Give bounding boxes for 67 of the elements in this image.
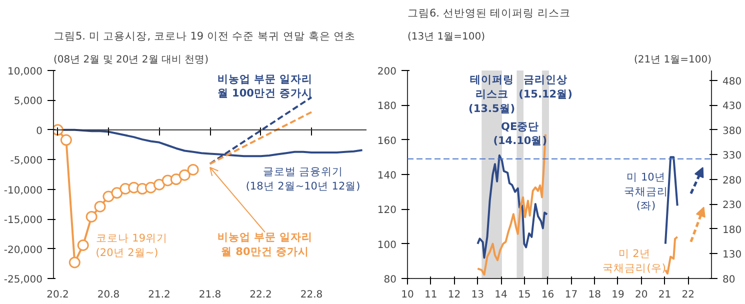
x-tick-label: 20 — [634, 290, 648, 300]
y-axis-title: (13년 1월=100) — [408, 32, 486, 42]
y-tick-label: 10,000 — [8, 66, 43, 78]
y-tick-label: -25,000 — [4, 274, 43, 286]
y-tick-label: 140 — [377, 170, 397, 182]
point — [111, 187, 123, 199]
point — [77, 239, 89, 251]
x-tick-label: 18 — [588, 290, 601, 300]
chart-title: 그림6. 선반영된 테이퍼링 리스크 — [408, 8, 571, 20]
y-tick-label: 0 — [36, 126, 43, 137]
series-label: 코로나 19위기 (20년 2월~) — [96, 232, 168, 260]
series-label: 비농업 부문 일자리 월 100만건 증가시 — [217, 73, 313, 100]
x-tick-label: 20.2 — [46, 290, 69, 300]
y-tick-label: 160 — [377, 136, 397, 147]
series-label: 미 10년 국채금리 (좌) — [624, 171, 668, 212]
y2-tick-label: 80 — [722, 274, 736, 286]
y2-axis-title: (21년 1월=100) — [634, 54, 712, 66]
point — [60, 134, 72, 146]
band-label: 금리인상 (15.12월) — [518, 74, 572, 100]
x-tick-label: 21.2 — [148, 290, 170, 300]
y2-tick-label: 480 — [722, 76, 742, 88]
x-tick-label: 20.8 — [97, 290, 120, 300]
chart-title: 그림5. 미 고용시장, 코로나 19 이전 수준 복귀 연말 혹은 연초 — [54, 30, 356, 42]
x-tick-label: 21 — [658, 290, 672, 300]
y-tick-label: 80 — [384, 274, 397, 286]
point — [153, 178, 165, 190]
y-tick-label: -10,000 — [4, 185, 43, 196]
x-tick-label: 12 — [448, 290, 461, 300]
x-tick-label: 15 — [518, 290, 531, 300]
point — [102, 190, 114, 202]
y2-tick-label: 180 — [722, 224, 742, 236]
y2-tick-label: 280 — [722, 175, 742, 186]
x-tick-label: 17 — [564, 290, 578, 300]
y-tick-label: 120 — [377, 205, 397, 216]
x-tick-label: 10 — [401, 290, 414, 300]
y-axis-title: (08년 2월 및 20년 2월 대비 천명) — [54, 54, 209, 66]
x-tick-label: 11 — [424, 290, 438, 300]
y-tick-label: 200 — [377, 66, 397, 78]
point — [68, 256, 80, 268]
y2-tick-label: 130 — [722, 250, 742, 261]
text: 비농업 부문 일자리 월 80만건 증가시 — [217, 231, 313, 258]
y2-tick-label: 330 — [722, 150, 742, 162]
y-tick-label: 180 — [377, 101, 397, 112]
y2-tick-label: 230 — [722, 200, 742, 212]
x-tick-label: 22.8 — [300, 290, 323, 300]
x-tick-label: 21.8 — [198, 290, 222, 300]
y-tick-label: -20,000 — [4, 244, 43, 256]
y-tick-label: 100 — [377, 240, 397, 251]
point — [178, 169, 190, 181]
y2-tick-label: 430 — [722, 101, 742, 112]
point — [94, 200, 106, 212]
x-tick-label: 13 — [471, 290, 484, 300]
band-label: 테이퍼링 리스크 (13.5월) — [468, 74, 516, 115]
x-tick-label: 16 — [541, 290, 554, 300]
y-tick-label: -5,000 — [10, 156, 43, 167]
x-tick-label: 22 — [682, 290, 694, 300]
x-tick-label: 14 — [494, 290, 508, 300]
point — [86, 210, 98, 222]
x-tick-label: 19 — [612, 290, 624, 300]
y-tick-label: -15,000 — [4, 215, 43, 226]
y-tick-label: 5,000 — [14, 96, 43, 108]
series-label: 미 2년 국채금리(우) — [602, 248, 666, 274]
x-tick-label: 22.2 — [250, 290, 272, 300]
point — [170, 174, 182, 185]
point — [187, 164, 199, 176]
series-label: 글로벌 금융위기 (18년 2월~10년 12월) — [246, 166, 360, 192]
y2-tick-label: 380 — [722, 126, 742, 137]
